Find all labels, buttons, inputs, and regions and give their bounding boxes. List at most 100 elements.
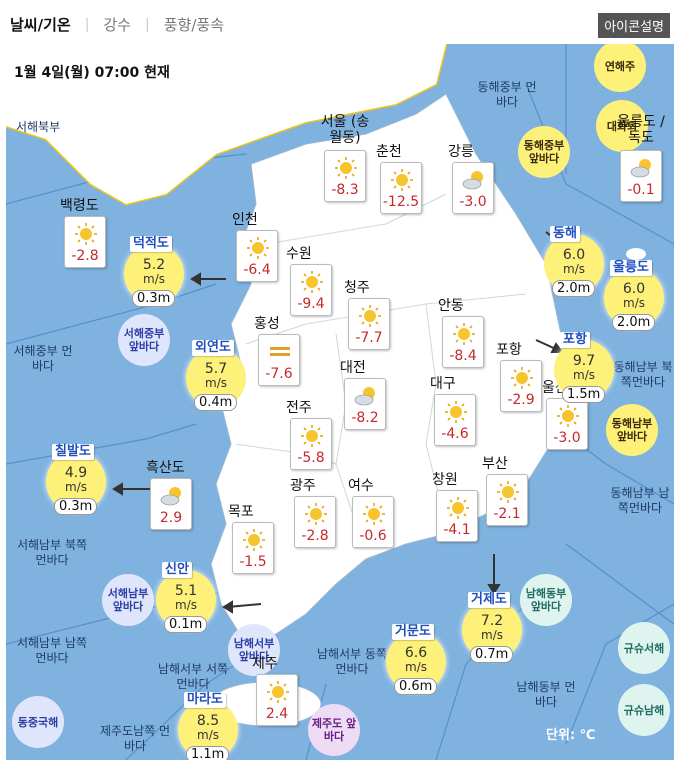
city-name: 수원 — [286, 246, 312, 262]
region-badge[interactable]: 규슈서해 — [618, 622, 670, 674]
buoy-marker[interactable]: 포항 9.7 m/s 1.5m — [554, 332, 614, 403]
city-weather-box[interactable]: -2.9 — [500, 360, 542, 412]
sea-region-label: 남해서부 동쪽먼바다 — [316, 647, 388, 676]
city-name: 대전 — [340, 360, 366, 376]
temperature: -3.0 — [459, 194, 487, 210]
region-badge[interactable]: 규슈남해 — [618, 684, 670, 736]
sea-region-label: 남해서부 서쪽먼바다 — [157, 662, 229, 691]
buoy-marker[interactable]: 동해 6.0 m/s 2.0m — [544, 226, 604, 297]
buoy-marker[interactable]: 외연도 5.7 m/s 0.4m — [186, 340, 246, 411]
partly-cloudy-icon — [159, 484, 185, 508]
city-weather-box[interactable]: -5.8 — [290, 418, 332, 470]
city-weather-box[interactable]: -8.4 — [442, 316, 484, 368]
city-weather-box[interactable]: -3.0 — [546, 398, 588, 450]
buoy-marker[interactable]: 울릉도 6.0 m/s 2.0m — [604, 260, 664, 331]
tab-precipitation[interactable]: 강수 — [103, 16, 132, 34]
buoy-marker[interactable]: 마라도 8.5 m/s 1.1m — [178, 692, 238, 760]
city-weather-box[interactable]: -9.4 — [290, 264, 332, 316]
region-badge[interactable]: 연해주 — [594, 44, 646, 92]
weather-map: 1월 4일(월) 07:00 현재 단위: ℃ 서해북부 동해중부 먼바다 서해… — [6, 44, 674, 760]
sun-icon — [241, 528, 267, 552]
city-name: 강릉 — [448, 144, 474, 160]
buoy-marker[interactable]: 칠발도 4.9 m/s 0.3m — [46, 444, 106, 515]
region-badge[interactable]: 남해동부 앞바다 — [520, 574, 572, 626]
region-badge[interactable]: 남해서부 앞바다 — [228, 624, 280, 676]
temperature: -3.0 — [553, 430, 581, 446]
buoy-marker[interactable]: 거문도 6.6 m/s 0.6m — [386, 624, 446, 695]
tab-weather-temp[interactable]: 날씨/기온 — [10, 16, 71, 34]
icon-legend-button[interactable]: 아이콘설명 — [598, 13, 670, 38]
city-name: 백령도 — [60, 198, 99, 214]
city-weather-box[interactable]: -0.6 — [352, 496, 394, 548]
wind-unit: m/s — [65, 480, 87, 494]
city-weather-box[interactable]: -0.1 — [620, 150, 662, 202]
wind-speed: 4.9 — [64, 465, 88, 481]
region-badge[interactable]: 동중국해 — [12, 696, 64, 748]
sun-icon — [509, 366, 535, 390]
wind-unit: m/s — [197, 728, 219, 742]
temperature: -2.9 — [507, 392, 535, 408]
buoy-marker[interactable]: 덕적도 5.2 m/s 0.3m — [124, 236, 184, 307]
city-weather-box[interactable]: -6.4 — [236, 230, 278, 282]
buoy-marker[interactable]: 신안 5.1 m/s 0.1m — [156, 562, 216, 633]
sun-icon — [299, 424, 325, 448]
buoy-marker[interactable]: 거제도 7.2 m/s 0.7m — [462, 592, 522, 663]
temperature: -7.6 — [265, 366, 293, 382]
city-name: 부산 — [482, 456, 508, 472]
sun-icon — [245, 236, 271, 260]
temperature: -8.2 — [351, 410, 379, 426]
region-badge[interactable]: 서해중부 앞바다 — [118, 314, 170, 366]
unit-note: 단위: ℃ — [546, 728, 596, 743]
city-weather-box[interactable]: -2.8 — [64, 216, 106, 268]
city-weather-box[interactable]: -12.5 — [380, 162, 422, 214]
temperature: -2.1 — [493, 506, 521, 522]
city-weather-box[interactable]: -8.3 — [324, 150, 366, 202]
wind-speed: 6.0 — [622, 281, 646, 297]
city-name: 흑산도 — [146, 460, 185, 476]
city-name: 제주 — [252, 656, 278, 672]
sea-region-label: 서해남부 북쪽먼바다 — [16, 538, 88, 567]
temperature: -5.8 — [297, 450, 325, 466]
city-name: 창원 — [432, 472, 458, 488]
region-badge[interactable]: 동해남부 앞바다 — [606, 404, 658, 456]
city-weather-box[interactable]: 2.9 — [150, 478, 192, 530]
temperature: -8.3 — [331, 182, 359, 198]
temperature: -9.4 — [297, 296, 325, 312]
city-weather-box[interactable]: -2.1 — [486, 474, 528, 526]
city-name: 청주 — [344, 280, 370, 296]
city-weather-box[interactable]: -7.7 — [348, 298, 390, 350]
region-badge[interactable]: 대화퇴 — [596, 100, 648, 152]
temperature: -1.5 — [239, 554, 267, 570]
city-name: 울릉도 /독도 — [617, 114, 665, 146]
partly-cloudy-icon — [629, 156, 655, 180]
city-weather-box[interactable]: 2.4 — [256, 674, 298, 726]
region-badge[interactable]: 서해남부 앞바다 — [102, 574, 154, 626]
wind-unit: m/s — [175, 598, 197, 612]
buoy-name: 칠발도 — [52, 444, 94, 460]
temperature: -7.7 — [355, 330, 383, 346]
region-badge[interactable]: 제주도 앞바다 — [308, 704, 360, 756]
city-weather-box[interactable]: -2.8 — [294, 496, 336, 548]
wind-unit: m/s — [623, 296, 645, 310]
sea-region-label: 동해남부 남쪽먼바다 — [610, 486, 670, 515]
city-weather-box[interactable]: -1.5 — [232, 522, 274, 574]
city-weather-box[interactable]: -4.6 — [434, 394, 476, 446]
sun-icon — [445, 496, 471, 520]
sun-icon — [495, 480, 521, 504]
buoy-name: 덕적도 — [130, 236, 172, 252]
sea-region-label: 제주도남쪽 먼바다 — [99, 724, 171, 753]
city-weather-box[interactable]: -4.1 — [436, 490, 478, 542]
city-weather-box[interactable]: -3.0 — [452, 162, 494, 214]
wind-unit: m/s — [481, 628, 503, 642]
wave-height: 0.1m — [164, 616, 208, 633]
temperature: -8.4 — [449, 348, 477, 364]
buoy-name: 포항 — [560, 332, 590, 348]
temperature: -0.1 — [627, 182, 655, 198]
city-weather-box[interactable]: -7.6 — [258, 334, 300, 386]
buoy-name: 동해 — [550, 226, 580, 242]
wind-unit: m/s — [205, 376, 227, 390]
tab-wind[interactable]: 풍향/풍속 — [163, 16, 224, 34]
region-badge[interactable]: 동해중부 앞바다 — [518, 126, 570, 178]
city-weather-box[interactable]: -8.2 — [344, 378, 386, 430]
wave-height: 2.0m — [552, 280, 596, 297]
